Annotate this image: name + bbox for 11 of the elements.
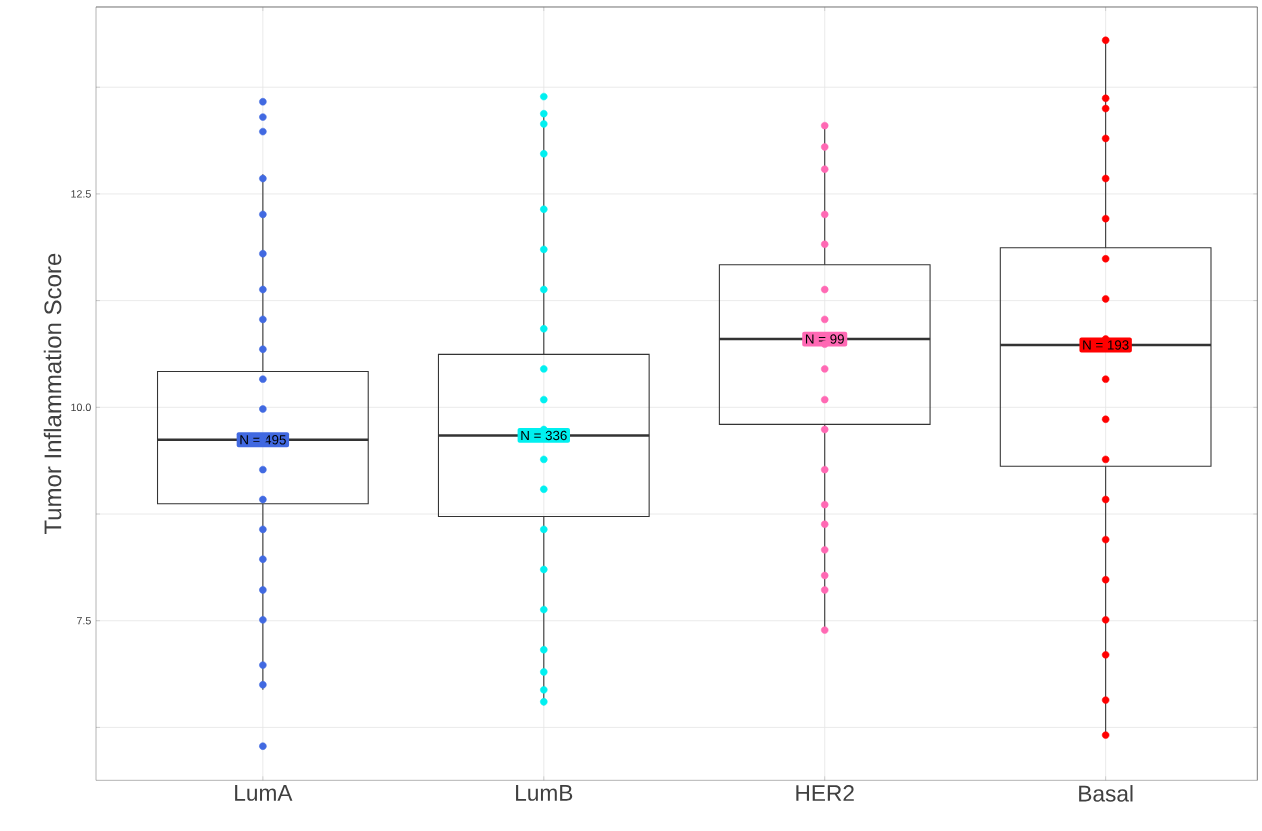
y-tick-label: 10.0 bbox=[71, 403, 91, 412]
y-axis-title: Tumor Inflammation Score bbox=[43, 253, 62, 535]
annotation: N = 193 bbox=[1083, 340, 1129, 350]
x-tick-label: LumA bbox=[235, 785, 293, 801]
annotation: N = 336 bbox=[521, 430, 567, 441]
x-tick-label: LumB bbox=[516, 785, 573, 801]
x-tick-label: HER2 bbox=[796, 785, 854, 801]
x-tick-label: Basal bbox=[1079, 785, 1133, 802]
annotation: N = 495 bbox=[240, 435, 286, 445]
y-tick-label: 12.5 bbox=[71, 190, 91, 198]
y-tick-label: 7.5 bbox=[77, 616, 91, 625]
